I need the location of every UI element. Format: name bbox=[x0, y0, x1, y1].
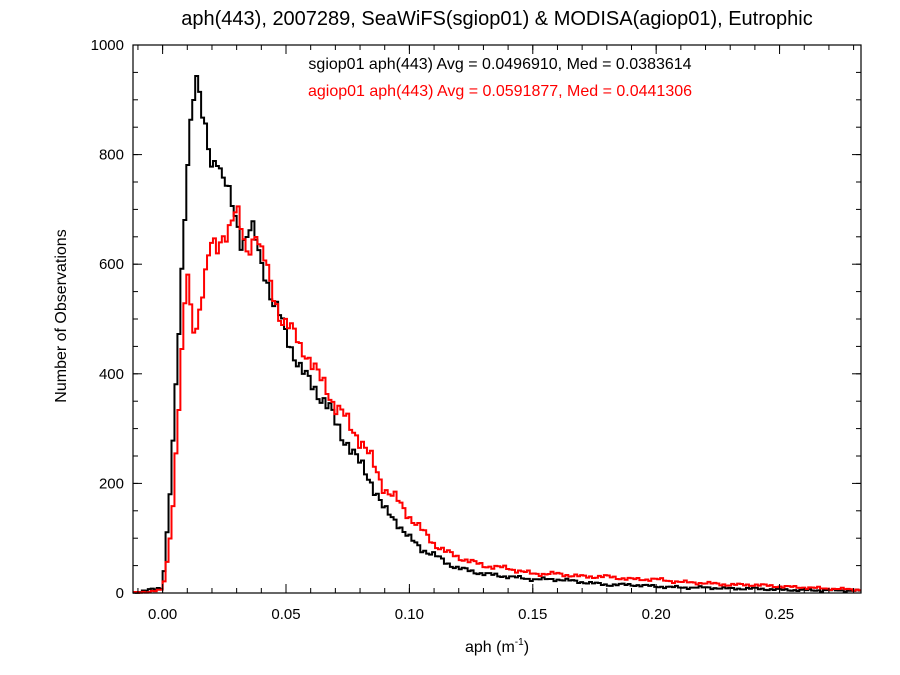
x-tick-label: 0.25 bbox=[765, 606, 794, 623]
legend: sgiop01 aph(443) Avg = 0.0496910, Med = … bbox=[308, 56, 692, 100]
y-tick-label: 200 bbox=[99, 475, 124, 492]
series-line-sgiop01 bbox=[133, 75, 861, 594]
legend-entry-sgiop01: sgiop01 aph(443) Avg = 0.0496910, Med = … bbox=[308, 56, 691, 73]
y-tick-label: 600 bbox=[99, 256, 124, 273]
chart-title: aph(443), 2007289, SeaWiFS(sgiop01) & MO… bbox=[181, 8, 812, 30]
x-axis-label-main: aph (m bbox=[465, 639, 515, 656]
x-tick-label: 0.15 bbox=[518, 606, 547, 623]
plot-frame bbox=[132, 44, 862, 594]
y-tick-label: 800 bbox=[99, 147, 124, 164]
x-axis-label-end: ) bbox=[524, 639, 529, 656]
legend-entry-agiop01: agiop01 aph(443) Avg = 0.0591877, Med = … bbox=[308, 83, 692, 100]
y-tick-label: 400 bbox=[99, 366, 124, 383]
x-tick-label: 0.20 bbox=[642, 606, 671, 623]
y-tick-label: 0 bbox=[116, 585, 124, 602]
series-line-agiop01 bbox=[133, 205, 861, 594]
y-axis-label: Number of Observations bbox=[53, 229, 70, 402]
axes: 0.00 0.05 0.10 0.15 0.20 0.25 0 200 400 600 800 100… bbox=[91, 37, 861, 623]
x-tick-label: 0.10 bbox=[395, 606, 424, 623]
x-tick-label: 0.00 bbox=[148, 606, 177, 623]
y-tick-label: 1000 bbox=[91, 37, 124, 54]
x-axis-label: aph (m-1) bbox=[465, 637, 529, 656]
x-tick-label: 0.05 bbox=[271, 606, 300, 623]
x-axis-label-superscript: -1 bbox=[515, 637, 524, 648]
series-layer bbox=[133, 75, 861, 594]
